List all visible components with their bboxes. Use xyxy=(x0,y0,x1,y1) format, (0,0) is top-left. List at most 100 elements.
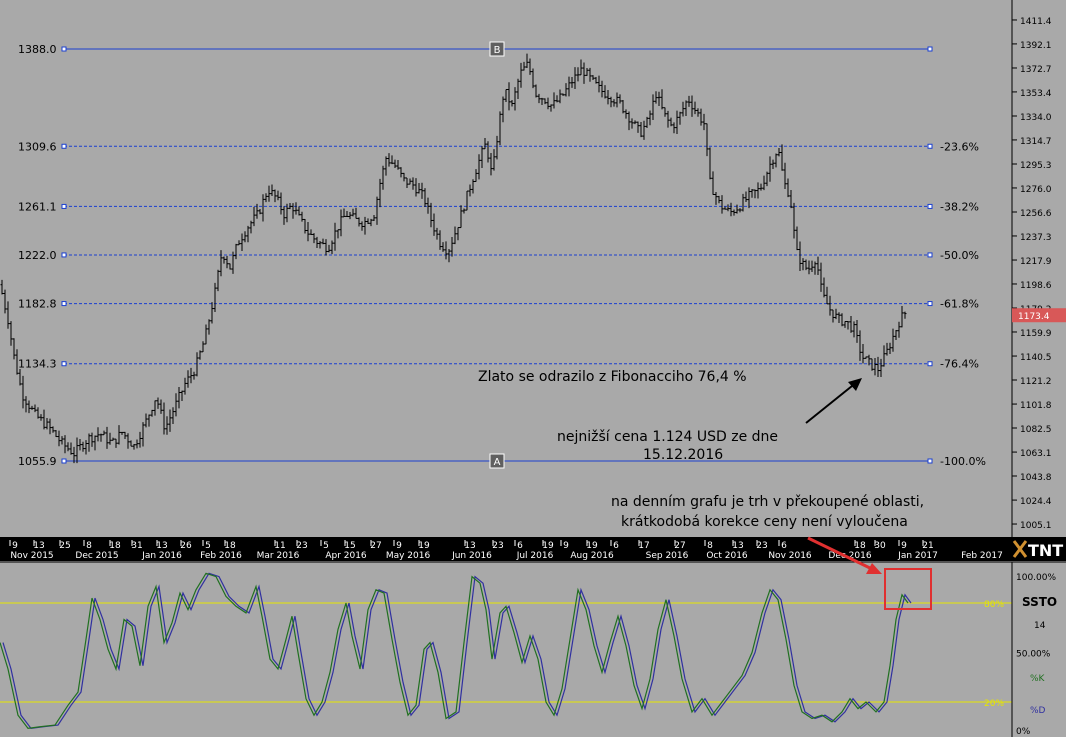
price-tick-label: 1295.3 xyxy=(1020,161,1052,171)
price-bar xyxy=(78,439,82,451)
price-bar xyxy=(69,442,73,455)
price-bar xyxy=(90,432,94,447)
price-bar xyxy=(831,309,835,323)
price-bar xyxy=(732,209,736,216)
price-bar xyxy=(504,89,508,102)
price-bar xyxy=(591,75,595,81)
price-bar xyxy=(585,67,589,76)
price-bar xyxy=(300,211,304,222)
price-bars xyxy=(0,53,907,464)
time-day-label: 17 xyxy=(638,541,649,551)
fib-value-label: 1222.0 xyxy=(18,249,57,262)
price-bar xyxy=(693,101,697,115)
price-bar xyxy=(273,189,277,203)
price-bar xyxy=(855,319,859,343)
price-bar xyxy=(873,357,877,376)
time-month-label: Jan 2016 xyxy=(141,551,182,561)
price-bar xyxy=(549,104,553,112)
price-bar xyxy=(105,426,109,449)
price-tick-label: 1276.0 xyxy=(1020,185,1052,195)
price-tick-label: 1198.6 xyxy=(1020,281,1052,291)
price-bar xyxy=(276,190,280,201)
price-bar xyxy=(597,75,601,93)
price-bar xyxy=(846,321,850,330)
price-bar xyxy=(888,342,892,354)
price-bar xyxy=(747,187,751,209)
osc-note-line1: na denním grafu je trh v překoupené obla… xyxy=(611,494,924,510)
price-bar xyxy=(138,431,142,448)
time-day-label: 30 xyxy=(874,541,886,551)
time-day-label: 13 xyxy=(33,541,44,551)
fib-value-label: 1261.1 xyxy=(18,200,57,213)
price-bar xyxy=(12,338,16,360)
price-axis: 1411.4 1392.1 1372.7 1353.4 1334.0 1314.7 1295… xyxy=(1011,0,1066,537)
price-bar xyxy=(495,135,499,160)
price-bar xyxy=(834,308,838,320)
price-bar xyxy=(0,279,4,295)
price-bar xyxy=(525,53,529,68)
price-bar xyxy=(822,277,826,298)
price-bar xyxy=(885,342,889,356)
time-day-label: 9 xyxy=(901,541,907,551)
price-bar xyxy=(528,58,532,75)
last-price-marker xyxy=(1012,308,1066,323)
price-bar xyxy=(432,213,436,236)
price-bar xyxy=(513,87,517,111)
price-bar xyxy=(108,432,112,445)
price-bar xyxy=(258,208,262,215)
price-bar xyxy=(723,206,727,210)
fib-note-annotation: Zlato se odrazilo z Fibonacciho 76,4 % xyxy=(478,369,747,385)
price-bar xyxy=(876,356,880,378)
price-bar xyxy=(171,407,175,424)
fib-point-label: B xyxy=(494,45,501,56)
price-bar xyxy=(309,229,313,235)
price-bar xyxy=(255,203,259,219)
price-bar xyxy=(396,160,400,170)
time-day-label: 18 xyxy=(109,541,121,551)
price-bar xyxy=(750,189,754,198)
price-bar xyxy=(456,227,460,241)
price-bar xyxy=(555,95,559,103)
price-bar xyxy=(711,171,715,195)
price-bar xyxy=(459,205,463,229)
price-bar xyxy=(717,195,721,204)
price-bar xyxy=(30,405,34,410)
price-bar xyxy=(102,430,106,436)
osc-name: SSTO xyxy=(1022,595,1057,609)
price-bar xyxy=(828,295,832,316)
time-day-label: 23 xyxy=(756,541,767,551)
price-bar xyxy=(480,146,484,168)
price-bar xyxy=(180,390,184,401)
time-day-label: 19 xyxy=(418,541,430,551)
price-bar xyxy=(498,111,502,146)
fib-handle xyxy=(61,301,67,307)
price-bar xyxy=(642,120,646,140)
price-bar xyxy=(327,244,331,253)
price-bar xyxy=(237,240,241,246)
price-bar xyxy=(636,121,640,133)
price-bar xyxy=(207,319,211,335)
price-bar xyxy=(900,305,904,328)
price-bar xyxy=(357,217,361,227)
price-bar xyxy=(81,441,85,452)
time-day-label: 19 xyxy=(542,541,554,551)
price-bar xyxy=(120,431,124,435)
price-bar xyxy=(399,167,403,178)
price-bar xyxy=(162,402,166,435)
price-bar xyxy=(288,203,292,210)
price-bar xyxy=(669,117,673,127)
fib-point-marker: B xyxy=(489,41,505,57)
price-bar xyxy=(486,141,490,163)
osc-d-legend: %D xyxy=(1030,706,1046,716)
time-day-label: 25 xyxy=(59,541,70,551)
price-bar xyxy=(192,371,196,380)
fib-percent-label: -61.8% xyxy=(940,298,979,311)
price-bar xyxy=(156,397,160,409)
price-bar xyxy=(405,177,409,189)
price-bar xyxy=(678,111,682,125)
time-month-label: Mar 2016 xyxy=(257,551,300,561)
time-day-label: 13 xyxy=(464,541,475,551)
time-month-label: Feb 2017 xyxy=(961,551,1003,561)
price-bar xyxy=(132,444,136,450)
price-bar xyxy=(792,202,796,239)
